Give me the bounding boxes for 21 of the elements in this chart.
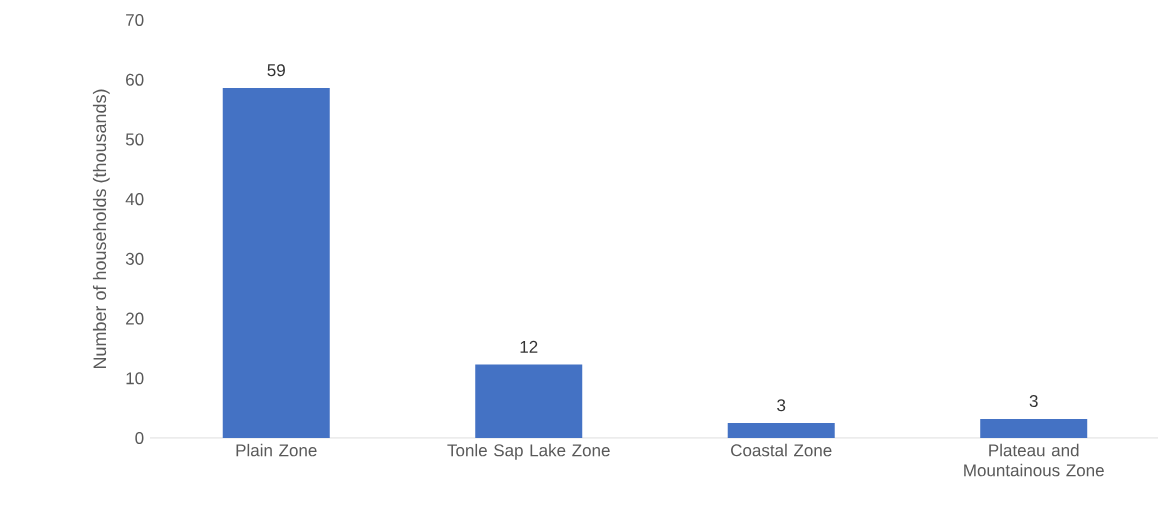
y-tick-label: 10 bbox=[126, 372, 144, 385]
y-tick-label: 60 bbox=[126, 73, 144, 86]
y-tick-label: 40 bbox=[125, 193, 144, 206]
bar bbox=[727, 423, 835, 438]
x-tick-label: Plateau and Mountainous Zone bbox=[964, 443, 1104, 477]
data-label: 12 bbox=[520, 340, 538, 353]
data-label: 59 bbox=[267, 64, 285, 77]
data-label: 3 bbox=[777, 399, 786, 412]
x-tick-label: Coastal Zone bbox=[731, 443, 832, 457]
y-tick-label: 0 bbox=[135, 431, 144, 445]
bar bbox=[222, 88, 330, 438]
y-tick-label: 30 bbox=[125, 252, 144, 265]
bar bbox=[980, 418, 1088, 438]
x-tick-label: Tonle Sap Lake Zone bbox=[447, 443, 610, 460]
data-label: 3 bbox=[1029, 394, 1038, 408]
y-tick-label: 50 bbox=[125, 133, 144, 146]
y-tick-label: 20 bbox=[126, 312, 144, 325]
y-axis-title: Number of households (thousands) bbox=[92, 89, 110, 369]
bar bbox=[475, 364, 583, 438]
y-tick-label: 70 bbox=[126, 13, 144, 27]
x-tick-label: Plain Zone bbox=[236, 443, 317, 457]
